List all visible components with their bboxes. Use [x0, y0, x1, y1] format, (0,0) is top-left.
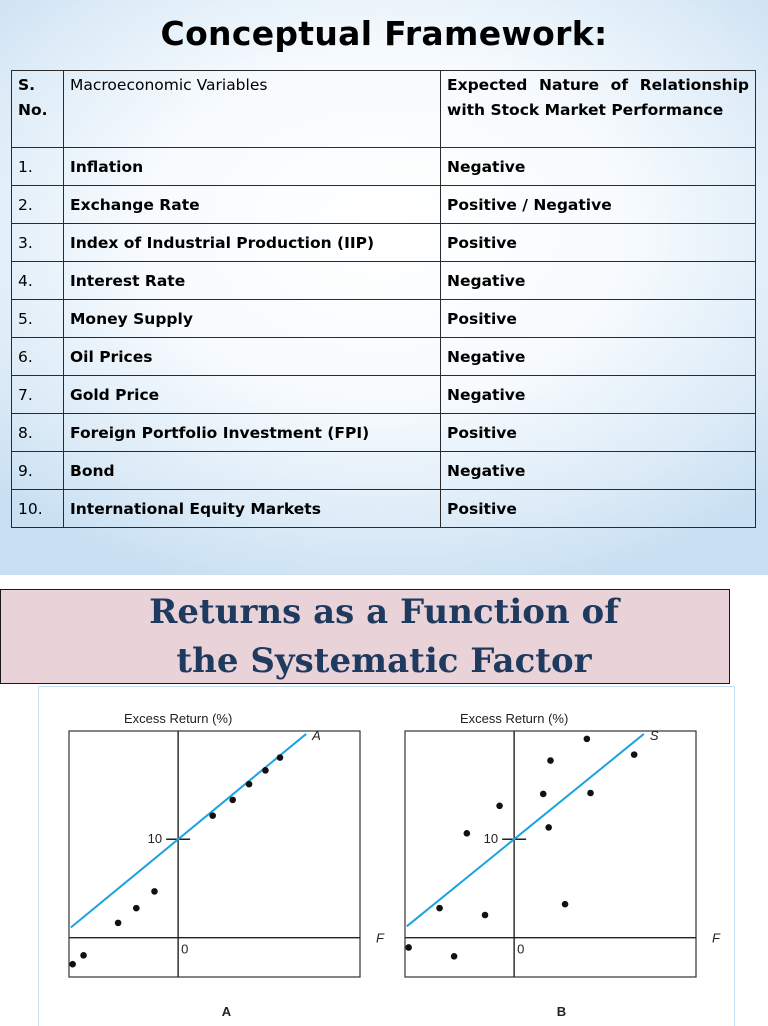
- cell-variable: Foreign Portfolio Investment (FPI): [63, 413, 441, 452]
- cell-relationship: Positive: [440, 489, 756, 528]
- y-axis-label: Excess Return (%): [124, 711, 232, 726]
- data-point: [450, 953, 458, 960]
- table-row: 7. Gold Price Negative: [11, 375, 756, 414]
- series-label: A: [311, 728, 321, 743]
- cell-relationship: Negative: [440, 261, 756, 300]
- table-row: 4. Interest Rate Negative: [11, 261, 756, 300]
- cell-sn: 7.: [11, 375, 64, 414]
- fit-line: [406, 733, 645, 928]
- data-point: [114, 919, 122, 927]
- cell-sn: 2.: [11, 185, 64, 224]
- table-header-row: S. No. Macroeconomic Variables Expected …: [11, 70, 756, 148]
- data-point: [151, 888, 158, 895]
- cell-variable: Oil Prices: [63, 337, 441, 376]
- cell-sn: 4.: [11, 261, 64, 300]
- cell-relationship: Positive: [440, 223, 756, 262]
- slide-title-line-2: the Systematic Factor: [176, 641, 592, 681]
- data-point: [229, 796, 236, 804]
- data-point: [69, 960, 76, 968]
- table-row: 3. Index of Industrial Production (IIP) Po…: [11, 223, 756, 262]
- cell-sn: 5.: [11, 299, 64, 338]
- data-point: [547, 757, 554, 764]
- data-point: [209, 812, 216, 819]
- table-row: 10. International Equity Markets Positive: [11, 489, 756, 528]
- cell-relationship: Positive: [440, 413, 756, 452]
- table-row: 8. Foreign Portfolio Investment (FPI) Posi…: [11, 413, 756, 452]
- table-row: 1. Inflation Negative: [11, 147, 756, 186]
- data-point: [436, 904, 443, 912]
- data-point: [245, 780, 253, 788]
- y-tick-label: 10: [484, 831, 498, 846]
- header-relationship: Expected Nature of Relationship with Sto…: [440, 70, 756, 148]
- fit-line: [70, 733, 307, 929]
- scatter-panel-b: 10 0 Excess Return (%) F S B: [404, 711, 721, 1019]
- origin-label: 0: [517, 942, 524, 957]
- title-banner: [0, 589, 730, 684]
- table-row: 9. Bond Negative: [11, 451, 756, 490]
- slide-title-line-1: Returns as a Function of: [149, 592, 619, 632]
- slide-conceptual-framework: Conceptual Framework: S. No. Macroeconom…: [0, 0, 768, 575]
- cell-sn: 3.: [11, 223, 64, 262]
- cell-relationship: Positive / Negative: [440, 185, 756, 224]
- cell-variable: Bond: [63, 451, 441, 490]
- x-axis-label: F: [712, 931, 721, 946]
- panel-label: A: [222, 1004, 232, 1019]
- series-label: S: [650, 728, 659, 743]
- table-row: 5. Money Supply Positive: [11, 299, 756, 338]
- cell-relationship: Negative: [440, 147, 756, 186]
- cell-sn: 6.: [11, 337, 64, 376]
- data-point: [80, 952, 87, 959]
- cell-relationship: Positive: [440, 299, 756, 338]
- cell-sn: 10.: [11, 489, 64, 528]
- header-variable: Macroeconomic Variables: [63, 70, 441, 148]
- x-axis-label: F: [376, 931, 385, 946]
- cell-relationship: Negative: [440, 375, 756, 414]
- data-point: [587, 789, 594, 797]
- cell-variable: Interest Rate: [63, 261, 441, 300]
- plot-area: [68, 730, 361, 978]
- cell-variable: Inflation: [63, 147, 441, 186]
- cell-relationship: Negative: [440, 337, 756, 376]
- cell-variable: Index of Industrial Production (IIP): [63, 223, 441, 262]
- cell-variable: International Equity Markets: [63, 489, 441, 528]
- slide-title: Conceptual Framework:: [160, 14, 608, 53]
- scatter-plots: 10 0 Excess Return (%) F A A 10 0 Excess Return…: [68, 711, 721, 1019]
- data-point: [405, 944, 412, 951]
- data-point: [630, 751, 638, 758]
- data-point: [132, 904, 140, 912]
- data-point: [481, 911, 489, 919]
- table-row: 2. Exchange Rate Positive / Negative: [11, 185, 756, 224]
- scatter-panel-a: 10 0 Excess Return (%) F A A: [68, 711, 385, 1019]
- table-row: 6. Oil Prices Negative: [11, 337, 756, 376]
- plot-area: [404, 730, 697, 978]
- data-point: [463, 830, 471, 837]
- origin-label: 0: [181, 942, 188, 957]
- cell-variable: Exchange Rate: [63, 185, 441, 224]
- data-point: [496, 802, 503, 810]
- cell-relationship: Negative: [440, 451, 756, 490]
- data-point: [561, 900, 569, 908]
- cell-sn: 9.: [11, 451, 64, 490]
- cell-variable: Money Supply: [63, 299, 441, 338]
- y-axis-label: Excess Return (%): [460, 711, 568, 726]
- cell-sn: 1.: [11, 147, 64, 186]
- y-tick-label: 10: [148, 831, 162, 846]
- data-point: [545, 824, 552, 831]
- cell-variable: Gold Price: [63, 375, 441, 414]
- data-point: [583, 735, 591, 743]
- header-sn: S. No.: [11, 70, 64, 148]
- cell-sn: 8.: [11, 413, 64, 452]
- data-point: [539, 790, 547, 798]
- data-point: [276, 754, 284, 761]
- data-point: [262, 767, 269, 774]
- panel-label: B: [557, 1004, 566, 1019]
- framework-table: S. No. Macroeconomic Variables Expected …: [11, 70, 756, 528]
